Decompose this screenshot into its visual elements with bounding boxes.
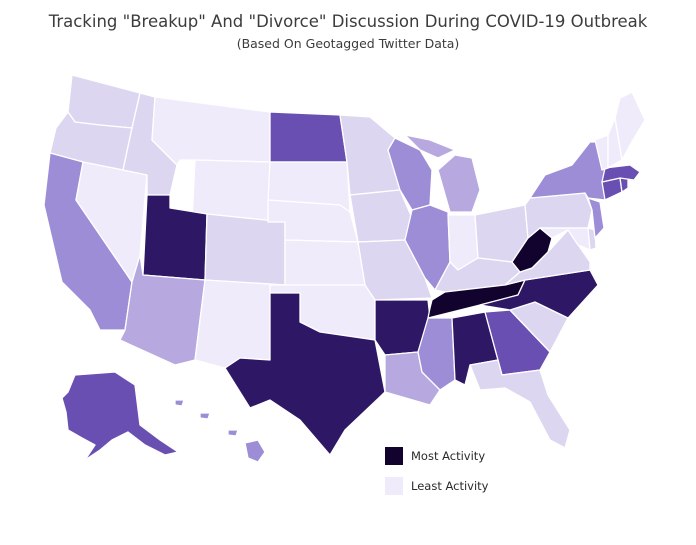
state-az[interactable] <box>119 254 206 366</box>
state-ia[interactable] <box>349 189 413 243</box>
state-nj[interactable] <box>587 197 605 239</box>
legend-item-most: Most Activity <box>385 445 489 467</box>
state-fl[interactable] <box>469 359 571 449</box>
state-co[interactable] <box>204 213 286 286</box>
state-ks[interactable] <box>284 239 366 286</box>
legend-swatch-least <box>385 477 403 495</box>
state-ri[interactable] <box>619 177 629 193</box>
chart-subtitle: (Based On Geotagged Twitter Data) <box>236 36 460 51</box>
chart-title: Tracking "Breakup" And "Divorce" Discuss… <box>48 12 648 31</box>
legend-item-least: Least Activity <box>385 475 489 497</box>
state-ma[interactable] <box>601 164 641 183</box>
state-mi[interactable] <box>437 154 481 213</box>
legend-label-most: Most Activity <box>411 449 486 463</box>
state-mt[interactable] <box>151 96 271 166</box>
state-me[interactable] <box>614 91 646 161</box>
state-nc[interactable] <box>479 269 599 319</box>
state-ak[interactable] <box>61 371 179 461</box>
legend-swatch-most <box>385 447 403 465</box>
legend-label-least: Least Activity <box>411 479 489 493</box>
state-hi-oahu[interactable] <box>199 412 211 420</box>
state-tx[interactable] <box>224 292 386 456</box>
state-wa[interactable] <box>67 74 141 129</box>
state-nd[interactable] <box>269 111 348 163</box>
state-hi-main[interactable] <box>244 439 266 463</box>
state-hi-maui[interactable] <box>227 429 239 437</box>
state-hi-kauai[interactable] <box>174 399 185 407</box>
state-mi-up[interactable] <box>404 134 456 159</box>
map-legend: Most Activity Least Activity <box>385 445 489 505</box>
